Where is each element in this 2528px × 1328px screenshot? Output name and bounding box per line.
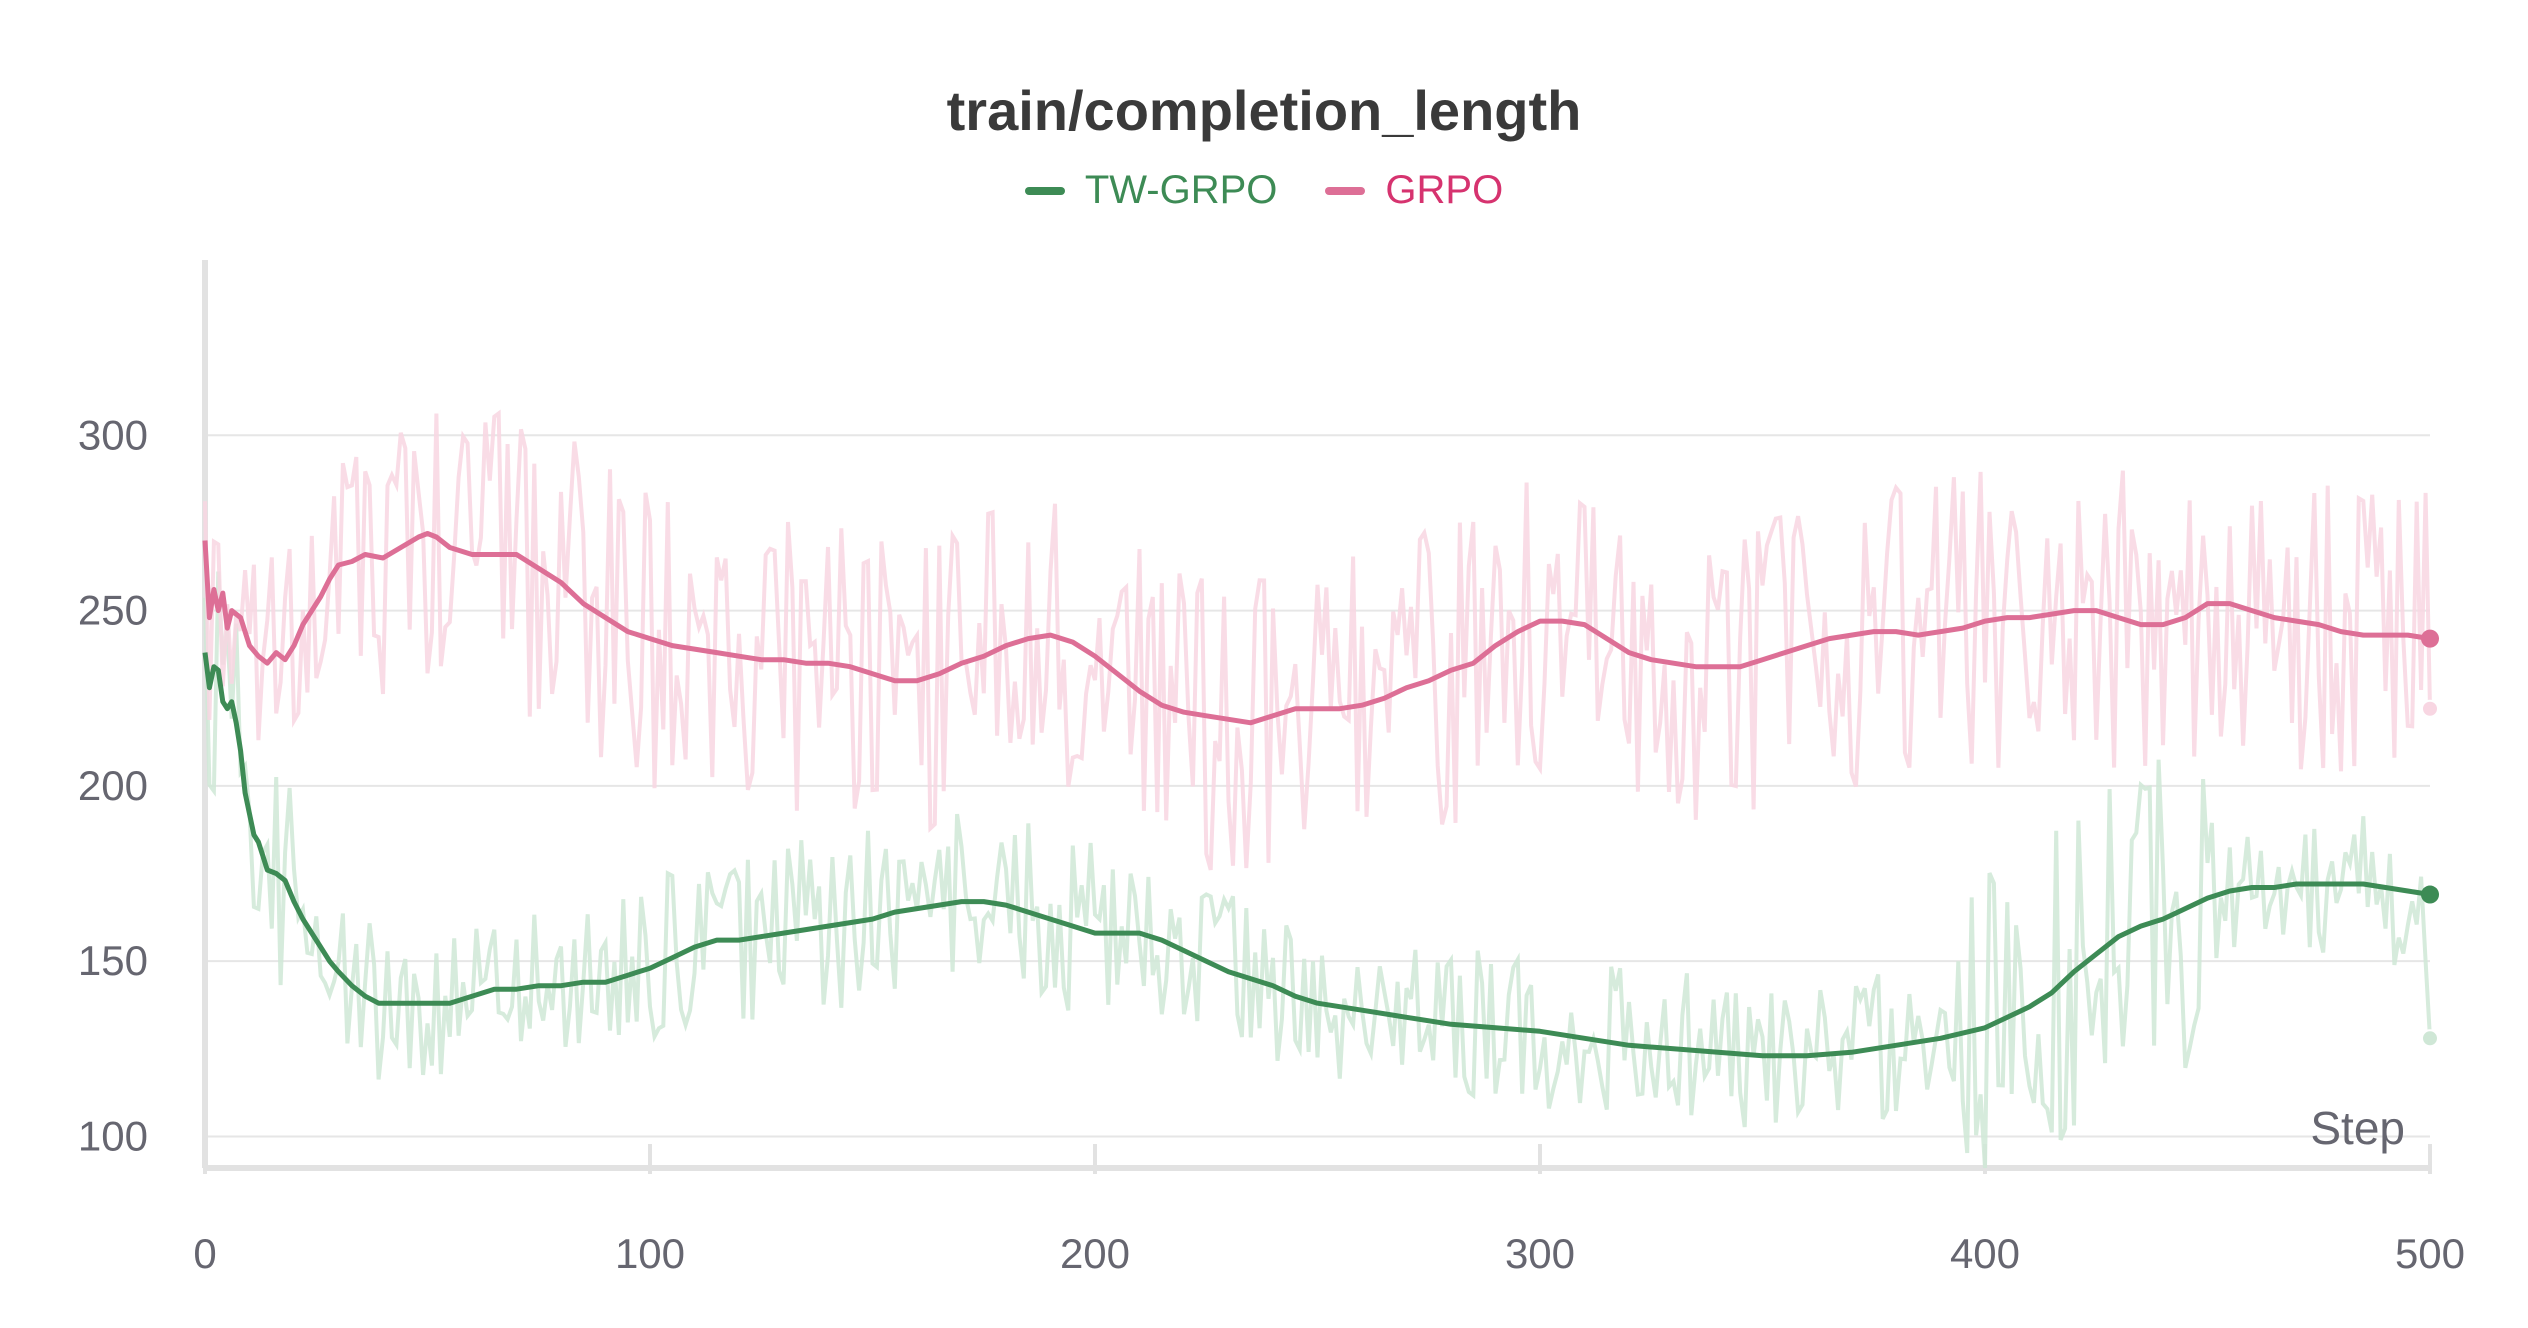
chart-title: train/completion_length bbox=[946, 79, 1582, 142]
legend-item-tw-grpo[interactable]: TW-GRPO bbox=[1024, 168, 1278, 213]
legend-label-tw-grpo: TW-GRPO bbox=[1084, 168, 1278, 212]
smoothed-line-grpo bbox=[202, 531, 2431, 726]
x-tick-label: 200 bbox=[1060, 1230, 1130, 1277]
smoothed-line-tw-grpo bbox=[202, 652, 2431, 1059]
raw-endpoint-marker-tw-grpo bbox=[2421, 1029, 2439, 1048]
y-tick-label: 200 bbox=[78, 762, 148, 809]
y-tick-label: 100 bbox=[78, 1112, 148, 1159]
y-tick-label: 150 bbox=[78, 937, 148, 984]
raw-line-tw-grpo bbox=[203, 571, 2432, 1169]
legend-swatch-grpo bbox=[1325, 186, 1366, 195]
x-tick-label: 0 bbox=[193, 1230, 216, 1277]
raw-line-grpo bbox=[203, 409, 2432, 871]
raw-endpoint-marker-grpo bbox=[2421, 699, 2439, 718]
x-tick-label: 500 bbox=[2395, 1230, 2465, 1277]
x-axis-label: Step bbox=[2310, 1102, 2405, 1154]
x-tick-label: 400 bbox=[1950, 1230, 2020, 1277]
legend: TW-GRPO GRPO bbox=[0, 168, 2528, 213]
endpoint-marker-tw-grpo bbox=[2421, 885, 2439, 904]
legend-label-grpo: GRPO bbox=[1385, 168, 1504, 212]
y-tick-label: 300 bbox=[78, 411, 148, 458]
x-tick-label: 100 bbox=[615, 1230, 685, 1277]
x-tick-label: 300 bbox=[1505, 1230, 1575, 1277]
legend-item-grpo[interactable]: GRPO bbox=[1325, 168, 1503, 213]
endpoint-marker-grpo bbox=[2421, 629, 2439, 648]
y-tick-label: 250 bbox=[78, 587, 148, 634]
legend-swatch-tw-grpo bbox=[1024, 186, 1065, 195]
